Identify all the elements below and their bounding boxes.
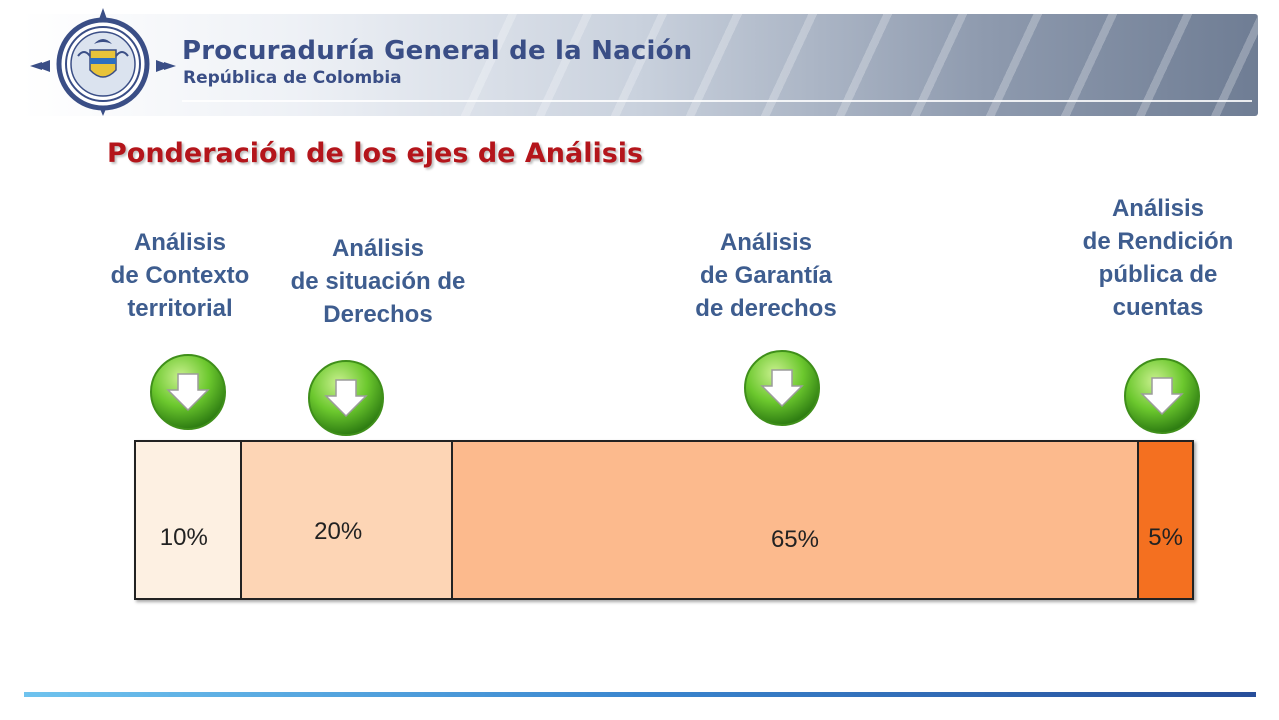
header-banner xyxy=(22,14,1258,116)
axis-label-line: Análisis xyxy=(331,235,425,262)
axis-label-line: territorial xyxy=(127,295,233,322)
down-arrow-icon[interactable] xyxy=(1122,356,1202,436)
axis-label-rendicion: Análisis de Rendición pública de cuentas xyxy=(1058,192,1258,324)
footer-line xyxy=(24,692,1256,697)
banner-pattern xyxy=(442,14,1258,116)
axis-label-garantia: Análisis de Garantía de derechos xyxy=(666,226,866,325)
percent-label: 10% xyxy=(159,524,208,551)
coat-of-arms-seal-icon xyxy=(30,8,176,116)
down-arrow-icon[interactable] xyxy=(742,348,822,428)
axis-label-line: de Garantía xyxy=(699,262,833,289)
axis-label-line: Derechos xyxy=(323,301,433,328)
percent-label: 5% xyxy=(1148,524,1183,551)
axis-label-line: cuentas xyxy=(1112,294,1204,321)
percent-label: 65% xyxy=(770,526,819,553)
percent-label: 20% xyxy=(314,518,363,545)
segment-contexto: 10% xyxy=(136,442,242,598)
axis-label-line: Análisis xyxy=(719,229,813,256)
axis-label-contexto: Análisis de Contexto territorial xyxy=(90,226,270,325)
axis-label-situacion: Análisis de situación de Derechos xyxy=(268,232,488,331)
org-subtitle: República de Colombia xyxy=(183,68,402,88)
axis-label-line: pública de xyxy=(1098,261,1218,288)
segment-garantia: 65% xyxy=(452,442,1140,598)
banner-rule xyxy=(182,100,1252,102)
org-name: Procuraduría General de la Nación xyxy=(182,36,693,66)
weight-bar: 10% 20% 65% 5% xyxy=(134,440,1194,600)
segment-situacion: 20% xyxy=(241,442,453,598)
axis-label-line: Análisis xyxy=(133,229,227,256)
axis-label-line: de situación de xyxy=(290,268,466,295)
axis-label-line: de derechos xyxy=(695,295,837,322)
page-title: Ponderación de los ejes de Análisis xyxy=(107,138,644,169)
segment-rendicion: 5% xyxy=(1139,442,1192,598)
axis-label-line: Análisis xyxy=(1111,195,1205,222)
axis-label-line: de Contexto xyxy=(110,262,250,289)
axis-label-line: de Rendición xyxy=(1082,228,1234,255)
down-arrow-icon[interactable] xyxy=(306,358,386,438)
down-arrow-icon[interactable] xyxy=(148,352,228,432)
